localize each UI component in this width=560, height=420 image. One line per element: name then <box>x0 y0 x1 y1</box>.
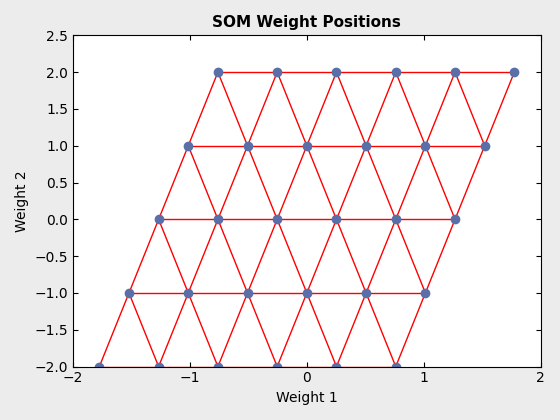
X-axis label: Weight 1: Weight 1 <box>276 391 338 405</box>
Y-axis label: Weight 2: Weight 2 <box>15 170 29 232</box>
Title: SOM Weight Positions: SOM Weight Positions <box>212 15 402 30</box>
